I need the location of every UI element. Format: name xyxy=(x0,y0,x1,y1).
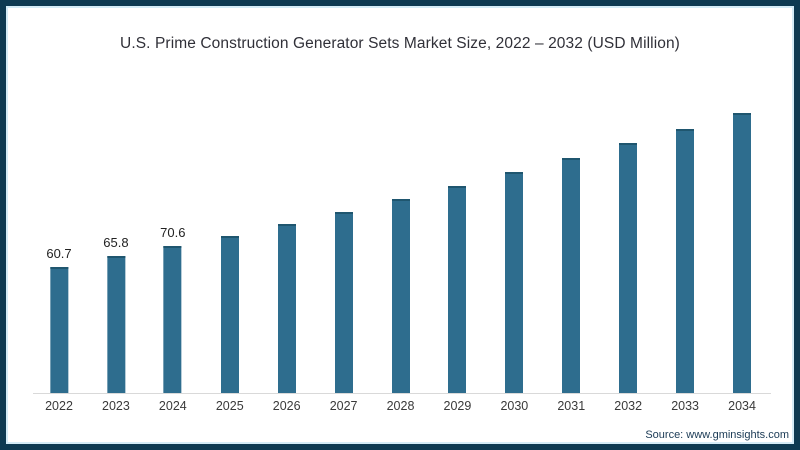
x-tick-label: 2023 xyxy=(102,399,130,413)
bar-group xyxy=(562,158,581,393)
bar-value-label: 60.7 xyxy=(46,245,72,261)
bar xyxy=(106,256,125,393)
plot-area: 60.7 65.8 70.6 xyxy=(33,100,771,394)
x-tick-label: 2031 xyxy=(557,399,586,413)
x-tick-label: 2028 xyxy=(386,399,415,413)
bar-group xyxy=(220,235,239,393)
bar-group xyxy=(448,186,467,393)
x-tick-label: 2032 xyxy=(614,399,643,413)
bar-group xyxy=(676,129,695,393)
bar xyxy=(676,129,695,393)
bar xyxy=(391,198,410,393)
bar xyxy=(448,186,467,393)
bar xyxy=(163,246,182,393)
x-tick-label: 2022 xyxy=(45,399,73,413)
x-axis: 2022 2023 2024 2025 2026 2027 2028 2029 2030 2031… xyxy=(33,399,771,419)
bar xyxy=(619,143,638,393)
chart-title: U.S. Prime Construction Generator Sets M… xyxy=(120,35,680,52)
bar-group xyxy=(619,143,638,393)
bar-value-label: 65.8 xyxy=(103,235,129,251)
bar xyxy=(562,158,581,393)
bar-group: 70.6 xyxy=(160,225,185,393)
bar xyxy=(277,223,296,393)
x-tick-label: 2034 xyxy=(728,399,756,413)
bar xyxy=(50,266,68,393)
bar xyxy=(733,113,752,393)
bar-group xyxy=(733,113,752,393)
bar xyxy=(334,211,353,393)
x-tick-label: 2030 xyxy=(500,399,529,413)
x-tick-label: 2029 xyxy=(443,399,472,413)
x-tick-label: 2033 xyxy=(671,399,700,413)
source-credit: Source: www.gminsights.com xyxy=(645,429,789,441)
bar-group: 60.7 xyxy=(46,245,72,393)
x-tick-label: 2027 xyxy=(329,399,358,413)
bar-group: 65.8 xyxy=(103,235,129,393)
bar xyxy=(505,172,524,393)
bar-group xyxy=(277,223,296,393)
bar-group xyxy=(391,198,410,393)
bar-value-label: 70.6 xyxy=(160,225,186,241)
bar-group xyxy=(334,211,353,393)
bar-group xyxy=(505,172,524,393)
x-tick-label: 2024 xyxy=(158,399,187,413)
x-tick-label: 2026 xyxy=(272,399,301,413)
x-tick-label: 2025 xyxy=(215,399,244,413)
bar xyxy=(220,235,239,393)
